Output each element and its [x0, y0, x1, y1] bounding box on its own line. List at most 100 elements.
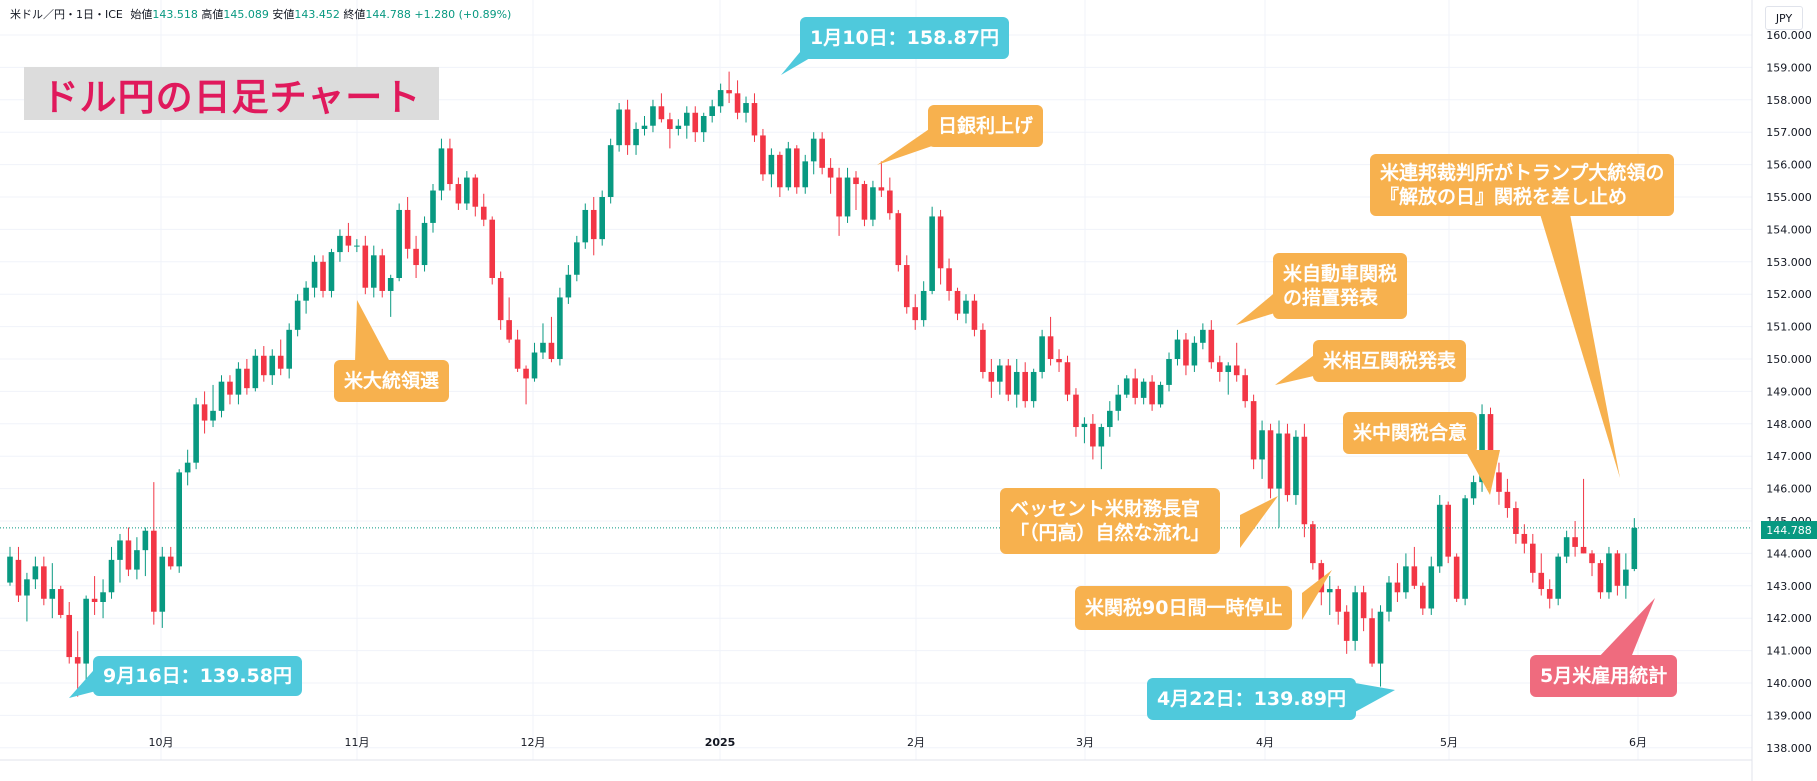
candle-body — [506, 320, 512, 340]
candle-body — [1276, 433, 1282, 489]
candle — [768, 148, 775, 188]
election-callout: 米大統領選 — [334, 360, 450, 402]
candle-body — [574, 242, 580, 275]
candle — [218, 375, 225, 418]
candle — [235, 362, 242, 405]
candle — [1428, 556, 1435, 615]
high-value: 145.089 — [223, 8, 269, 21]
y-tick-label: 155.000 — [1766, 191, 1812, 204]
candle — [430, 184, 436, 233]
y-tick-label: 157.000 — [1766, 126, 1812, 139]
candle-body — [1250, 401, 1257, 460]
symbol-label: 米ドル／円・1日・ICE — [10, 8, 123, 21]
candle-body — [1546, 589, 1553, 599]
candle-body — [370, 255, 377, 288]
candle-body — [57, 589, 64, 615]
candle — [370, 245, 377, 298]
candle — [362, 235, 369, 295]
grid — [0, 0, 1752, 760]
candle-body — [743, 103, 749, 113]
callouts — [69, 40, 1655, 712]
candle-body — [455, 184, 462, 204]
us-china-callout: 米中関税合意 — [1343, 412, 1478, 454]
candle-body — [1132, 378, 1138, 398]
reciprocal-tariff-callout: 米相互関税発表 — [1313, 340, 1467, 382]
candle-body — [1606, 553, 1612, 593]
candle-body — [650, 106, 656, 126]
candle-body — [616, 109, 622, 146]
candle-body — [599, 197, 605, 240]
candle-body — [345, 235, 352, 246]
candle-body — [1496, 472, 1502, 492]
candle-body — [1081, 423, 1088, 428]
candle — [328, 248, 335, 298]
candle — [1276, 420, 1282, 528]
y-tick-label: 139.000 — [1766, 709, 1812, 722]
x-tick-label: 11月 — [345, 736, 370, 749]
tail-sep16 — [69, 663, 100, 698]
close-value: 144.788 — [365, 8, 411, 21]
candle-body — [438, 148, 445, 191]
candle-body — [1149, 381, 1155, 405]
candle — [83, 595, 89, 683]
candle-body — [387, 278, 394, 291]
candle-body — [1343, 611, 1350, 641]
auto-tariff-line1: 米自動車関税 — [1283, 263, 1398, 285]
x-tick-label: 5月 — [1440, 736, 1458, 749]
candle-body — [303, 287, 309, 301]
candle-body — [472, 177, 479, 207]
candle — [793, 145, 800, 194]
chart-title: ドル円の日足チャート — [41, 75, 422, 119]
candle-body — [100, 592, 106, 602]
candle-body — [489, 219, 496, 278]
candle-body — [1479, 414, 1485, 483]
candle-body — [354, 245, 360, 247]
candle — [607, 138, 614, 204]
candle — [1250, 394, 1257, 470]
candle — [66, 602, 73, 664]
candle-body — [66, 614, 73, 658]
candle-body — [24, 579, 30, 596]
y-tick-label: 144.000 — [1766, 547, 1812, 560]
candle-body — [844, 177, 851, 217]
candle — [1225, 362, 1232, 395]
candle-body — [218, 381, 225, 411]
high-jan10-text: 1月10日：158.87円 — [810, 27, 999, 49]
candle — [1149, 375, 1155, 411]
candle-body — [819, 138, 825, 168]
candle-body — [1200, 329, 1206, 343]
bessent-line2: 「（円高）自然な流れ」 — [1010, 522, 1210, 544]
candle — [41, 556, 47, 606]
candle — [929, 206, 935, 295]
court-ruling-line1: 米連邦裁判所がトランプ大統領の — [1380, 162, 1665, 184]
candle-body — [793, 148, 800, 188]
candle-body — [1597, 563, 1604, 593]
candle — [1538, 553, 1545, 596]
candle — [565, 265, 572, 304]
candle-body — [1191, 342, 1198, 366]
candle-body — [709, 106, 715, 116]
currency-button[interactable]: JPY — [1765, 6, 1803, 30]
candle — [1157, 381, 1164, 408]
candle-body — [7, 556, 13, 583]
candle-body — [963, 300, 969, 314]
reciprocal-tariff-text: 米相互関税発表 — [1323, 350, 1457, 372]
y-axis: 138.000 139.000 140.000 141.000 142.000 143.0… — [1751, 0, 1812, 781]
candle — [1394, 563, 1401, 602]
candle — [1242, 368, 1248, 408]
candle-body — [15, 559, 22, 596]
candle-body — [590, 209, 597, 240]
candle-body — [1013, 371, 1020, 395]
court-ruling-line2: 『解放の日』関税を差し止め — [1380, 186, 1628, 208]
candle-body — [667, 119, 673, 129]
candle — [785, 141, 792, 191]
candle — [1140, 378, 1147, 405]
candle — [599, 190, 605, 246]
candle-body — [117, 540, 123, 560]
candle-body — [988, 371, 995, 382]
candle-body — [557, 297, 563, 359]
candle-body — [320, 261, 326, 291]
candle — [1631, 518, 1638, 572]
candle-body — [540, 342, 546, 353]
